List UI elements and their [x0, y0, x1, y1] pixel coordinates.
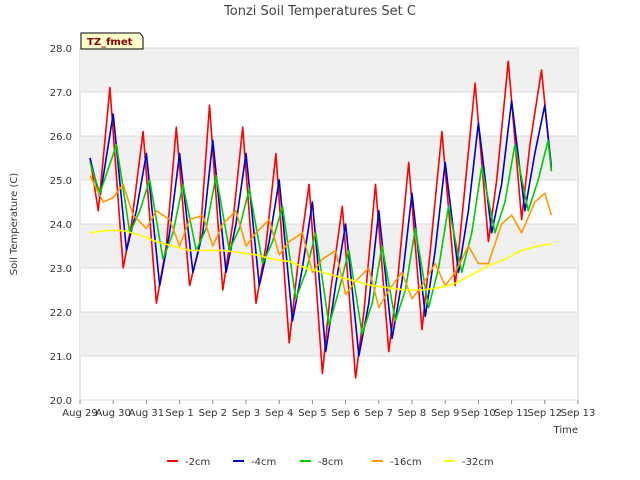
x-tick-label: Sep 4 [265, 408, 293, 419]
y-tick-label: 25.0 [50, 176, 72, 187]
y-tick-label: 20.0 [50, 396, 72, 407]
y-tick-label: 27.0 [50, 88, 72, 99]
legend-label: -16cm [390, 457, 422, 468]
x-tick-label: Sep 13 [561, 408, 596, 419]
x-tick-label: Sep 2 [199, 408, 227, 419]
x-tick-label: Sep 10 [461, 408, 496, 419]
background-band [80, 136, 578, 180]
x-tick-label: Sep 5 [298, 408, 326, 419]
x-tick-label: Sep 1 [165, 408, 193, 419]
y-tick-label: 21.0 [50, 352, 72, 363]
series-line-32cmcm [89, 229, 552, 291]
x-tick-label: Sep 8 [398, 408, 426, 419]
series-line-16cmcm [89, 175, 553, 309]
x-tick-label: Sep 3 [232, 408, 260, 419]
x-axis-label: Time [553, 425, 578, 436]
y-tick-label: 26.0 [50, 132, 72, 143]
site-label: TZ_fmet [87, 37, 133, 48]
series-line-4cmcm [89, 100, 553, 357]
x-tick-label: Aug 29 [62, 408, 97, 419]
y-tick-label: 22.0 [50, 308, 72, 319]
legend-label: -8cm [318, 457, 343, 468]
x-tick-label: Sep 9 [431, 408, 459, 419]
y-tick-label: 24.0 [50, 220, 72, 231]
legend-label: -4cm [251, 457, 276, 468]
legend-label: -32cm [462, 457, 494, 468]
y-axis-ticks: 20.0 21.0 22.0 23.0 24.0 25.0 26.0 27.0 28.0 [50, 44, 72, 407]
background-bands [80, 48, 578, 356]
series-line-8cmcm [89, 139, 553, 335]
x-tick-label: Aug 31 [129, 408, 164, 419]
y-tick-label: 23.0 [50, 264, 72, 275]
x-tick-label: Sep 11 [494, 408, 529, 419]
series-line-2cmcm [89, 60, 553, 379]
series-layer [89, 60, 553, 379]
y-axis-label: Soil Temperature (C) [9, 173, 20, 276]
site-label-box: TZ_fmet [80, 32, 144, 50]
x-tick-label: Aug 30 [95, 408, 130, 419]
y-tick-label: 28.0 [50, 44, 72, 55]
grid-lines [80, 47, 578, 401]
legend: -2cm -4cm -8cm -16cm -32cm [167, 457, 494, 468]
x-tick-label: Sep 7 [365, 408, 393, 419]
x-tick-label: Sep 6 [331, 408, 359, 419]
x-tick-label: Sep 12 [527, 408, 562, 419]
legend-label: -2cm [185, 457, 210, 468]
site-label-background [80, 32, 144, 50]
background-band [80, 48, 578, 92]
chart-title: Tonzi Soil Temperatures Set C [223, 4, 416, 19]
